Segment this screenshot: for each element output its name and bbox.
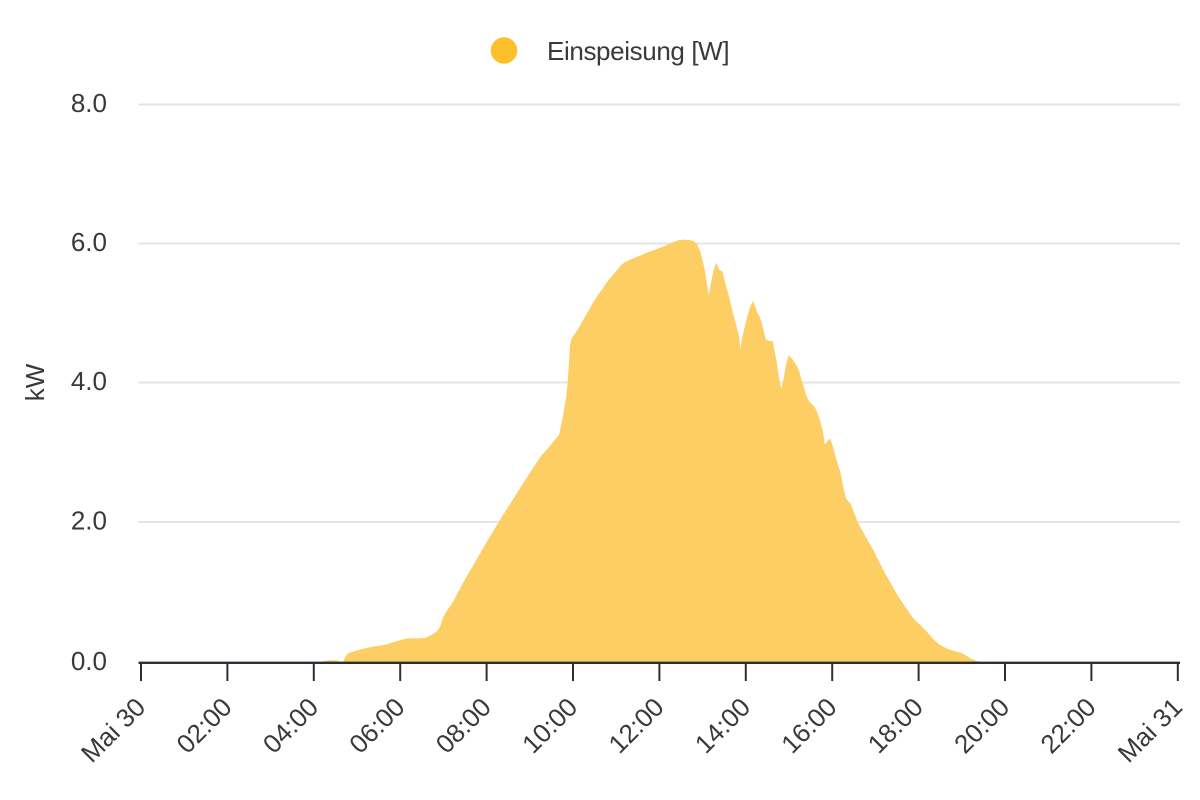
- svg-text:18:00: 18:00: [862, 692, 929, 759]
- svg-text:04:00: 04:00: [257, 692, 324, 759]
- svg-text:16:00: 16:00: [775, 692, 842, 759]
- svg-text:02:00: 02:00: [170, 692, 237, 759]
- svg-text:20:00: 20:00: [948, 692, 1015, 759]
- svg-text:22:00: 22:00: [1034, 692, 1101, 759]
- svg-text:Mai 30: Mai 30: [75, 692, 151, 768]
- svg-text:12:00: 12:00: [602, 692, 669, 759]
- svg-text:2.0: 2.0: [71, 506, 107, 536]
- svg-text:10:00: 10:00: [516, 692, 583, 759]
- svg-text:kW: kW: [20, 363, 50, 401]
- svg-text:8.0: 8.0: [71, 88, 107, 118]
- svg-text:14:00: 14:00: [689, 692, 756, 759]
- svg-text:Einspeisung [W]: Einspeisung [W]: [547, 36, 729, 66]
- svg-text:08:00: 08:00: [430, 692, 497, 759]
- svg-text:6.0: 6.0: [71, 227, 107, 257]
- svg-text:4.0: 4.0: [71, 366, 107, 396]
- svg-text:Mai 31: Mai 31: [1112, 692, 1188, 768]
- svg-text:06:00: 06:00: [343, 692, 410, 759]
- svg-text:0.0: 0.0: [71, 646, 107, 676]
